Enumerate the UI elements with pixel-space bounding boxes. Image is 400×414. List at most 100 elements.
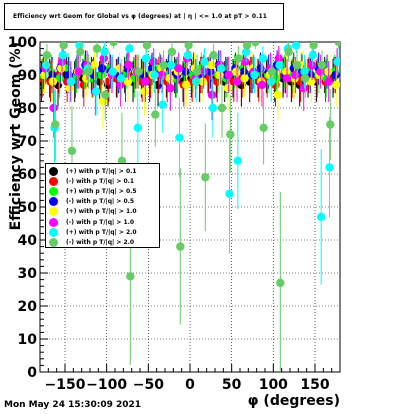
data-point (167, 47, 177, 57)
data-point (334, 42, 340, 47)
data-point (224, 70, 233, 80)
legend-label: (-) with p T/|q| > 0.5 (66, 198, 135, 206)
data-point (201, 173, 210, 182)
legend-label: (-) with p T/|q| > 2.0 (66, 238, 135, 246)
data-point (100, 47, 109, 57)
data-point (49, 103, 58, 113)
data-point (276, 278, 285, 288)
legend-entry: (+) with p T/|q| > 0.1 (49, 166, 156, 176)
data-point (76, 47, 85, 57)
data-point (331, 70, 340, 80)
x-tick-label: 50 (222, 377, 242, 393)
data-point (97, 70, 106, 80)
legend-label: (+) with p T/|q| > 0.1 (66, 167, 137, 175)
data-point (42, 51, 52, 60)
data-point (101, 90, 110, 100)
y-tick-label: 30 (18, 266, 38, 282)
data-point (199, 67, 208, 76)
legend-marker (49, 186, 58, 196)
y-tick-label: 50 (18, 200, 38, 216)
data-point (97, 64, 107, 73)
data-point (258, 54, 268, 63)
y-tick-label: 60 (18, 167, 38, 183)
data-point (233, 156, 243, 165)
data-point (90, 60, 99, 70)
data-point (74, 67, 83, 76)
data-point (55, 74, 64, 83)
data-point (140, 87, 149, 96)
data-point (149, 57, 158, 66)
data-point (57, 64, 66, 73)
data-point (116, 80, 125, 90)
chart-title-box: Efficiency wrt Geom for Global vs φ (deg… (4, 3, 284, 30)
data-point (183, 51, 193, 60)
data-point (133, 123, 143, 132)
data-point (240, 74, 249, 83)
x-tick-label: −100 (86, 377, 127, 393)
data-point (273, 90, 283, 100)
data-point (325, 163, 334, 172)
data-point (174, 64, 183, 73)
data-point (108, 67, 118, 76)
y-tick-label: 10 (18, 332, 38, 348)
data-point (109, 42, 118, 47)
data-point (142, 42, 152, 50)
data-point (326, 120, 335, 129)
y-tick-label: 100 (8, 35, 37, 51)
series-7 (42, 42, 340, 372)
data-point (99, 54, 108, 63)
legend-marker (49, 237, 58, 247)
data-point (115, 64, 124, 73)
legend: (+) with p T/|q| > 0.1 (-) with p T/|q| >… (45, 163, 160, 248)
data-point (333, 57, 340, 66)
data-point (198, 77, 208, 86)
chart-title: Efficiency wrt Geom for Global vs φ (deg… (13, 13, 268, 20)
data-point (259, 123, 268, 132)
legend-marker (49, 227, 58, 237)
data-point (175, 133, 184, 142)
data-point (191, 77, 201, 86)
x-tick-label: 100 (259, 377, 288, 393)
data-point (134, 67, 143, 76)
y-tick-label: 90 (18, 68, 38, 84)
data-point (291, 42, 301, 50)
data-point (257, 80, 267, 90)
data-point (141, 77, 150, 86)
y-axis-label: Efficiency wrt Geom (%) (8, 42, 24, 230)
data-point (57, 57, 67, 66)
data-point (141, 54, 151, 63)
data-point (291, 70, 300, 80)
data-point (208, 103, 218, 113)
data-point (84, 67, 93, 76)
data-point (301, 74, 310, 83)
data-point (225, 189, 234, 198)
data-point (308, 51, 318, 60)
data-point (157, 70, 167, 80)
data-point (67, 146, 77, 156)
x-tick-label: −50 (133, 377, 164, 393)
legend-entry: (+) with p T/|q| > 2.0 (49, 227, 156, 237)
data-point (41, 60, 51, 70)
data-point (267, 67, 277, 76)
legend-marker (49, 166, 58, 176)
timestamp: Mon May 24 15:30:09 2021 (4, 400, 142, 410)
data-point (207, 90, 217, 100)
data-point (300, 67, 309, 76)
data-point (275, 60, 284, 70)
data-point (324, 77, 333, 86)
legend-entry: (-) with p T/|q| > 2.0 (49, 237, 156, 247)
data-point (266, 77, 276, 86)
data-point (123, 77, 133, 86)
data-point (282, 74, 292, 83)
data-point (282, 67, 291, 76)
legend-entry: (-) with p T/|q| > 0.5 (49, 197, 156, 207)
data-point (317, 60, 327, 70)
data-point (242, 42, 252, 50)
data-point (223, 84, 233, 93)
data-point (192, 67, 202, 76)
y-tick-label: 40 (18, 233, 38, 249)
legend-label: (-) with p T/|q| > 0.1 (66, 177, 135, 185)
y-tick-label: 70 (18, 134, 38, 150)
legend-label: (-) with p T/|q| > 1.0 (66, 218, 135, 226)
data-point (159, 60, 168, 70)
